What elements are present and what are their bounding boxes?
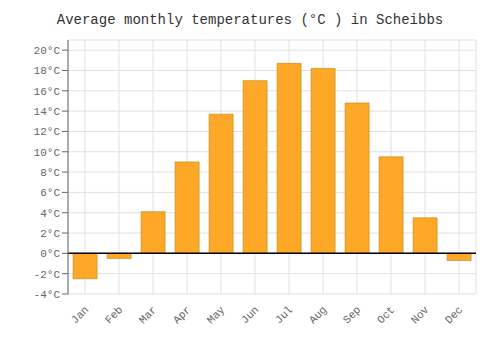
- svg-text:6°C: 6°C: [40, 187, 60, 199]
- svg-text:2°C: 2°C: [40, 228, 60, 240]
- svg-text:May: May: [205, 304, 228, 327]
- svg-text:-2°C: -2°C: [34, 269, 61, 281]
- svg-text:-4°C: -4°C: [34, 289, 61, 301]
- svg-text:14°C: 14°C: [34, 106, 61, 118]
- svg-text:20°C: 20°C: [34, 45, 61, 57]
- svg-text:Aug: Aug: [307, 304, 329, 326]
- svg-text:Apr: Apr: [171, 304, 193, 326]
- svg-text:0°C: 0°C: [40, 248, 60, 260]
- svg-text:10°C: 10°C: [34, 147, 61, 159]
- svg-text:Dec: Dec: [443, 304, 465, 326]
- html-text:Average monthly temperatures (: Average monthly temperatures (°C ) in Sc…: [56, 12, 444, 28]
- svg-text:Mar: Mar: [137, 304, 159, 326]
- svg-text:Jul: Jul: [273, 304, 295, 326]
- svg-text:8°C: 8°C: [40, 167, 60, 179]
- svg-text:Nov: Nov: [409, 304, 432, 327]
- svg-text:Jun: Jun: [239, 304, 261, 326]
- svg-text:16°C: 16°C: [34, 86, 61, 98]
- svg-text:Oct: Oct: [375, 304, 397, 326]
- svg-text:4°C: 4°C: [40, 208, 60, 220]
- svg-text:Feb: Feb: [103, 304, 125, 326]
- svg-text:Jan: Jan: [69, 304, 91, 326]
- svg-text:18°C: 18°C: [34, 65, 61, 77]
- svg-text:12°C: 12°C: [34, 126, 61, 138]
- svg-text:Sep: Sep: [341, 304, 363, 326]
